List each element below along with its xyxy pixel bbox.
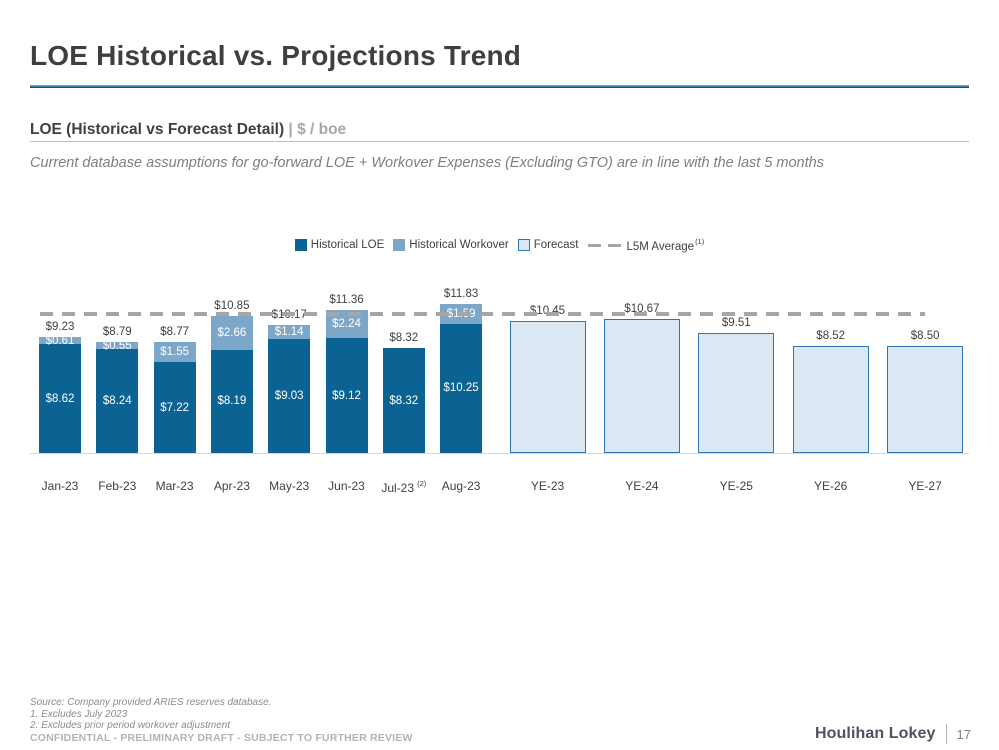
category-label-Apr-23: Apr-23 [213, 479, 250, 493]
forecast-value-label: $9.51 [721, 317, 751, 330]
forecast-value-label: $8.52 [816, 329, 846, 342]
legend-footnote-marker: (1) [695, 237, 705, 246]
total-value-label: $10.85 [214, 300, 250, 313]
page-title: LOE Historical vs. Projections Trend [30, 40, 522, 71]
chart-legend: Historical LOE Historical Workover Forecas… [0, 237, 999, 253]
page-number: 17 [956, 726, 971, 742]
legend-item-forecast: Forecast [517, 239, 579, 251]
section-unit: $ / boe [297, 121, 347, 138]
footnote-1: 1. Excludes July 2023 [30, 709, 128, 720]
loe-value-label: $8.19 [217, 395, 247, 408]
chart-section-heading: LOE (Historical vs Forecast Detail) | $ … [30, 121, 969, 139]
section-divider [30, 141, 969, 142]
loe-value-label: $9.12 [332, 389, 361, 402]
bar-historical-workover-Mar-23 [153, 342, 196, 362]
loe-value-label: $8.24 [102, 395, 132, 408]
category-label-Feb-23: Feb-23 [98, 479, 137, 493]
workover-value-label: $0.55 [102, 339, 132, 352]
brand-divider [945, 724, 947, 744]
category-label-Jul-23: Jul-23 (2) [381, 479, 427, 495]
bar-historical-loe-Mar-23 [153, 362, 196, 453]
bar-historical-loe-Jul-23 [382, 348, 425, 453]
bar-historical-workover-May-23 [268, 324, 311, 340]
legend-item-historical-loe: Historical LOE [294, 239, 385, 251]
workover-value-label: $0.61 [45, 334, 75, 347]
bar-forecast-YE-23 [509, 321, 586, 453]
workover-value-label: $2.24 [332, 317, 361, 330]
footnote-2: 2. Excludes prior period workover adjust… [30, 720, 231, 731]
total-value-label: $11.83 [443, 287, 479, 300]
forecast-value-label: $8.50 [910, 329, 940, 342]
total-value-label: $8.77 [160, 326, 189, 339]
title-underline [30, 85, 969, 88]
category-label-Jan-23: Jan-23 [41, 479, 79, 493]
legend-swatch-icon [517, 239, 530, 251]
category-label-YE-26: YE-26 [814, 479, 848, 493]
category-label-Aug-23: Aug-23 [441, 479, 481, 493]
bar-forecast-YE-24 [603, 318, 680, 453]
section-title: LOE (Historical vs Forecast Detail) [30, 121, 285, 138]
legend-swatch-icon [393, 239, 406, 251]
bar-historical-workover-Apr-23 [210, 316, 253, 350]
bar-historical-loe-Apr-23 [210, 349, 253, 453]
brand-logo: Houlihan Lokey [815, 725, 936, 742]
section-separator: | [284, 121, 298, 138]
category-label-YE-27: YE-27 [908, 479, 942, 493]
category-label-YE-24: YE-24 [625, 479, 659, 493]
commentary-note: Current database assumptions for go-forw… [30, 155, 824, 171]
bar-historical-loe-Feb-23 [96, 349, 139, 453]
category-label-Jun-23: Jun-23 [328, 479, 365, 493]
bar-historical-loe-Jun-23 [325, 338, 368, 453]
category-footnote-marker: (2) [415, 479, 427, 488]
total-value-label: $8.32 [389, 332, 419, 345]
total-value-label: $8.79 [102, 326, 132, 339]
legend-swatch-icon [294, 239, 307, 251]
category-label-YE-25: YE-25 [719, 479, 753, 493]
legend-label: Historical LOE [310, 239, 385, 251]
l5m-average-line [40, 311, 925, 316]
legend-label: L5M Average(1) [626, 237, 705, 253]
bar-historical-workover-Feb-23 [96, 342, 139, 350]
confidential-label: CONFIDENTIAL - PRELIMINARY DRAFT - SUBJE… [30, 732, 413, 744]
legend-label: Forecast [533, 239, 579, 251]
loe-value-label: $9.03 [274, 390, 304, 403]
x-axis-line [30, 453, 969, 454]
loe-value-label: $7.22 [160, 401, 189, 414]
brand-footer: Houlihan Lokey 17 [815, 724, 971, 744]
bar-forecast-YE-25 [698, 333, 775, 453]
bar-historical-loe-Jan-23 [39, 344, 81, 453]
loe-value-label: $8.62 [45, 392, 75, 405]
source-note: Source: Company provided ARIES reserves … [30, 697, 272, 708]
legend-item-l5m-average: L5M Average(1) [587, 237, 705, 253]
legend-label: Historical Workover [409, 239, 509, 251]
bar-forecast-YE-27 [887, 345, 964, 453]
bar-historical-loe-May-23 [268, 339, 311, 453]
category-label-Mar-23: Mar-23 [155, 479, 194, 493]
total-value-label: $11.36 [329, 293, 364, 306]
category-label-May-23: May-23 [269, 479, 310, 493]
forecast-value-label: $10.67 [624, 302, 660, 315]
legend-item-historical-workover: Historical Workover [393, 239, 509, 251]
bar-historical-workover-Jan-23 [39, 336, 81, 345]
category-label-YE-23: YE-23 [530, 479, 565, 493]
legend-dash-swatch-icon [587, 243, 621, 247]
bar-forecast-YE-26 [792, 345, 869, 453]
bar-historical-loe-Aug-23 [440, 323, 483, 453]
workover-value-label: $1.14 [274, 326, 304, 339]
total-value-label: $9.23 [45, 320, 75, 333]
loe-value-label: $8.32 [389, 394, 419, 407]
loe-value-label: $10.25 [443, 382, 479, 395]
workover-value-label: $1.55 [160, 346, 189, 359]
workover-value-label: $2.66 [217, 327, 247, 340]
